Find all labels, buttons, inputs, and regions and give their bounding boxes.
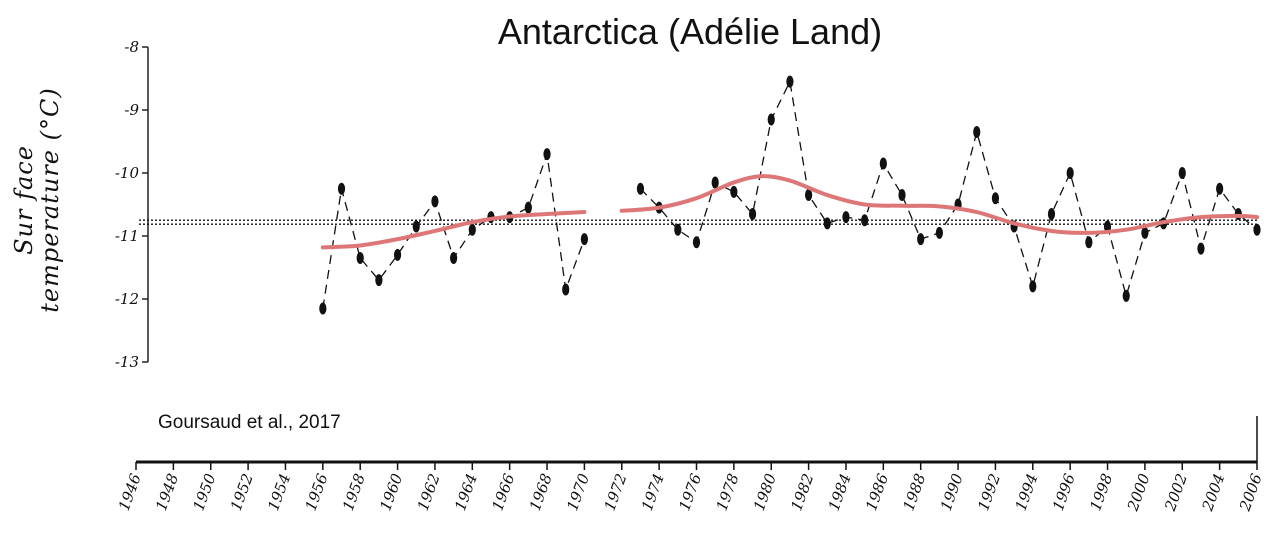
x-tick-label: 1972 (601, 471, 631, 513)
x-tick-label: 1966 (488, 471, 518, 513)
y-tick-label: -12 (115, 290, 139, 308)
y-axis-label-line1: Sur face (10, 145, 38, 255)
data-point-marker (674, 223, 682, 236)
x-tick-label: 1976 (675, 471, 705, 513)
data-point-marker (805, 189, 813, 202)
data-point-marker (861, 214, 869, 227)
data-point-marker (543, 148, 551, 161)
chart-title: Antarctica (Adélie Land) (498, 11, 882, 52)
x-tick-label: 1998 (1086, 471, 1116, 513)
data-point-marker (450, 252, 458, 265)
y-tick-label: -8 (124, 38, 139, 56)
x-tick-label: 1958 (339, 471, 369, 513)
x-tick-label: 1952 (227, 471, 257, 513)
y-tick-label: -10 (115, 164, 140, 182)
data-point-marker (786, 75, 794, 88)
data-point-marker (1085, 236, 1093, 249)
data-point-marker (356, 252, 364, 265)
data-point-marker (748, 207, 757, 220)
x-tick-label: 2002 (1161, 471, 1191, 514)
data-point-marker (935, 226, 943, 239)
smoothed-trend-line (320, 210, 587, 250)
x-tick-label: 1968 (526, 471, 556, 513)
data-point-marker (393, 248, 402, 261)
data-point-marker (767, 113, 775, 126)
x-tick-label: 1948 (152, 471, 182, 513)
x-tick-label: 1996 (1049, 471, 1079, 513)
x-tick-label: 1946 (115, 471, 145, 513)
annual-temperature-line (322, 153, 586, 309)
data-point-marker (468, 223, 476, 236)
data-point-marker (973, 126, 981, 139)
data-point-marker (1122, 289, 1130, 302)
data-point-marker (730, 185, 738, 198)
x-tick-label: 1990 (937, 471, 967, 513)
data-point-marker (1066, 167, 1074, 179)
smoothed-trend-line (619, 174, 1259, 235)
y-tick-label: -9 (124, 101, 139, 119)
data-point-marker (1216, 182, 1224, 195)
data-point-marker (337, 182, 346, 195)
y-tick-label: -11 (115, 227, 139, 245)
data-point-marker (879, 157, 887, 170)
series-layer (319, 75, 1261, 315)
data-point-marker (917, 233, 925, 246)
x-tick-label: 1978 (713, 471, 743, 513)
data-point-marker (524, 201, 532, 214)
x-tick-label: 1994 (1012, 471, 1042, 513)
data-point-marker (412, 220, 420, 233)
x-tick-label: 2004 (1198, 471, 1228, 514)
data-point-marker (1253, 223, 1261, 236)
data-point-marker (898, 189, 906, 202)
x-tick-label: 1982 (787, 471, 817, 513)
data-point-marker (1197, 242, 1205, 255)
x-tick-label: 1980 (750, 471, 780, 513)
x-tick-label: 1960 (376, 471, 406, 513)
data-point-marker (1103, 220, 1112, 233)
x-tick-label: 1964 (451, 471, 481, 513)
data-point-marker (1141, 226, 1149, 239)
x-tick-label: 1988 (899, 471, 929, 513)
data-point-marker (375, 274, 383, 287)
data-point-marker (711, 176, 719, 189)
annual-temperature-line (639, 79, 1258, 299)
data-point-marker (319, 302, 327, 315)
data-point-marker (1178, 167, 1186, 179)
y-tick-label: -13 (115, 353, 139, 371)
data-point-marker (1029, 280, 1037, 293)
data-point-marker (580, 233, 589, 246)
x-tick-label: 1986 (862, 471, 892, 513)
source-note: Goursaud et al., 2017 (158, 412, 341, 433)
data-point-marker (562, 283, 570, 296)
data-point-marker (823, 217, 831, 230)
x-tick-label: 2000 (1123, 471, 1153, 514)
y-axis-label-line2: temperature (°C) (36, 87, 64, 312)
data-point-marker (636, 182, 645, 195)
x-tick-label: 1950 (190, 471, 220, 513)
data-point-marker (431, 195, 439, 208)
data-point-marker (991, 192, 1000, 205)
mean-reference-line (139, 219, 1258, 225)
x-tick-label: 1984 (825, 471, 855, 513)
x-tick-label: 1974 (638, 471, 668, 513)
y-axis: -8 -9 -10 -11 -12 -13 (115, 38, 149, 371)
data-point-marker (692, 236, 701, 249)
x-tick-label: 1970 (563, 471, 593, 513)
x-tick-label: 2006 (1235, 471, 1265, 514)
x-tick-label: 1962 (414, 471, 444, 513)
x-tick-label: 1956 (302, 471, 332, 513)
data-point-marker (842, 211, 850, 224)
data-point-marker (1047, 207, 1056, 220)
x-tick-label: 1992 (974, 471, 1004, 513)
x-tick-label: 1954 (264, 471, 294, 513)
